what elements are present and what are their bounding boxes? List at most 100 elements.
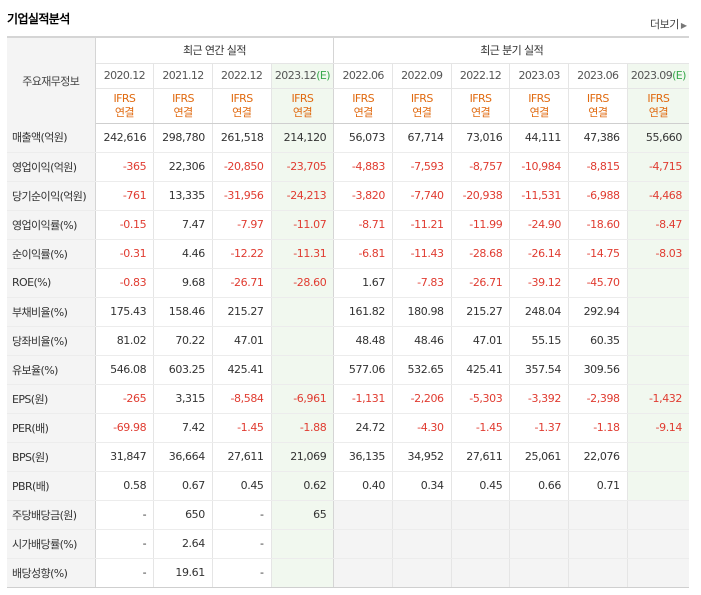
value-cell: 47.01 bbox=[212, 326, 272, 356]
empty-cell bbox=[568, 499, 628, 530]
value-cell: 242,616 bbox=[95, 123, 155, 153]
value-cell: 21,069 bbox=[271, 442, 335, 472]
empty-cell bbox=[392, 499, 452, 530]
row-label: 당좌비율(%) bbox=[7, 326, 96, 356]
value-cell bbox=[627, 471, 689, 501]
value-cell: 27,611 bbox=[451, 442, 511, 472]
value-cell: -31,956 bbox=[212, 181, 272, 211]
ifrs-basis-label: IFRS 연결 bbox=[509, 88, 569, 124]
value-cell: - bbox=[95, 529, 155, 559]
table-row: PBR(배) 0.58 0.67 0.45 0.62 0.40 0.34 0.45 0.66 0.… bbox=[7, 471, 689, 501]
value-cell: -8,815 bbox=[568, 152, 628, 182]
header-period-row: 2020.12 2021.12 2022.12 2023.12(E) 2022.06 20… bbox=[7, 63, 689, 89]
row-label: 부채비율(%) bbox=[7, 296, 96, 327]
period-header: 2022.12 bbox=[212, 63, 272, 89]
period-header: 2023.09(E) bbox=[627, 63, 689, 89]
value-cell: 22,306 bbox=[153, 152, 213, 182]
more-label: 더보기 bbox=[650, 18, 679, 31]
ifrs-basis-label: IFRS 연결 bbox=[212, 88, 272, 124]
empty-cell bbox=[627, 529, 689, 559]
value-cell: -26.14 bbox=[509, 239, 569, 269]
table-row: PER(배) -69.98 7.42 -1.45 -1.88 24.72 -4.30 -1.4… bbox=[7, 413, 689, 443]
ifrs-basis-label: IFRS 연결 bbox=[392, 88, 452, 124]
table-row: 배당성향(%) -19.61- bbox=[7, 558, 689, 588]
empty-cell bbox=[333, 558, 393, 588]
value-cell: 425.41 bbox=[451, 355, 511, 385]
value-cell: 0.66 bbox=[509, 471, 569, 501]
value-cell bbox=[627, 355, 689, 385]
empty-cell bbox=[451, 529, 511, 559]
value-cell: 60.35 bbox=[568, 326, 628, 356]
table-row: 당기순이익(억원) -761 13,335 -31,956 -24,213 -3,820-… bbox=[7, 181, 689, 211]
value-cell: -11,531 bbox=[509, 181, 569, 211]
row-label: 유보율(%) bbox=[7, 355, 96, 385]
value-cell: 0.71 bbox=[568, 471, 628, 501]
value-cell: -23,705 bbox=[271, 152, 335, 182]
value-cell: -1,131 bbox=[333, 383, 393, 414]
ifrs-basis-label: IFRS 연결 bbox=[627, 88, 689, 124]
value-cell: 261,518 bbox=[212, 123, 272, 153]
value-cell: -18.60 bbox=[568, 209, 628, 240]
table-row: 부채비율(%) 175.43 158.46 215.27 161.82 180.98 215… bbox=[7, 296, 689, 327]
value-cell: -69.98 bbox=[95, 413, 155, 443]
value-cell: -28.68 bbox=[451, 239, 511, 269]
value-cell: 81.02 bbox=[95, 326, 155, 356]
value-cell: 532.65 bbox=[392, 355, 452, 385]
value-cell bbox=[627, 268, 689, 298]
value-cell: 603.25 bbox=[153, 355, 213, 385]
value-cell: -4,715 bbox=[627, 152, 689, 182]
value-cell: -11.21 bbox=[392, 209, 452, 240]
value-cell: -20,938 bbox=[451, 181, 511, 211]
value-cell: 180.98 bbox=[392, 296, 452, 327]
empty-cell bbox=[627, 558, 689, 588]
value-cell: 7.47 bbox=[153, 209, 213, 240]
value-cell bbox=[627, 296, 689, 327]
ifrs-basis-label: IFRS 연결 bbox=[568, 88, 628, 124]
empty-cell bbox=[333, 499, 393, 530]
value-cell: 248.04 bbox=[509, 296, 569, 327]
value-cell: 357.54 bbox=[509, 355, 569, 385]
row-label: 영업이익률(%) bbox=[7, 209, 96, 240]
value-cell: 70.22 bbox=[153, 326, 213, 356]
value-cell: 175.43 bbox=[95, 296, 155, 327]
value-cell: 2.64 bbox=[153, 529, 213, 559]
value-cell: 161.82 bbox=[333, 296, 393, 327]
empty-cell bbox=[509, 558, 569, 588]
financial-summary-table: 주요재무정보 최근 연간 실적 최근 분기 실적 2020.12 2021.12 2022… bbox=[7, 38, 689, 588]
value-cell: -0.15 bbox=[95, 209, 155, 240]
table-row: EPS(원) -265 3,315 -8,584 -6,961 -1,131 -2,206-… bbox=[7, 383, 689, 414]
empty-cell bbox=[333, 529, 393, 559]
row-label: 주당배당금(원) bbox=[7, 499, 96, 530]
value-cell: 292.94 bbox=[568, 296, 628, 327]
empty-cell bbox=[509, 529, 569, 559]
value-cell bbox=[627, 326, 689, 356]
value-cell: -0.83 bbox=[95, 268, 155, 298]
value-cell: 55,660 bbox=[627, 123, 689, 153]
value-cell: 34,952 bbox=[392, 442, 452, 472]
table-row: 매출액(억원) 242,616 298,780 261,518 214,120 56,07… bbox=[7, 123, 689, 153]
ifrs-basis-label: IFRS 연결 bbox=[271, 88, 335, 124]
value-cell: 0.40 bbox=[333, 471, 393, 501]
table-row: 시가배당률(%) -2.64- bbox=[7, 529, 689, 559]
value-cell: 0.45 bbox=[451, 471, 511, 501]
value-cell: 47,386 bbox=[568, 123, 628, 153]
value-cell: 13,335 bbox=[153, 181, 213, 211]
value-cell: 56,073 bbox=[333, 123, 393, 153]
period-header: 2020.12 bbox=[95, 63, 155, 89]
period-header: 2022.09 bbox=[392, 63, 452, 89]
value-cell: -1.45 bbox=[451, 413, 511, 443]
value-cell: -9.14 bbox=[627, 413, 689, 443]
value-cell: -11.99 bbox=[451, 209, 511, 240]
value-cell: 36,664 bbox=[153, 442, 213, 472]
row-label: 배당성향(%) bbox=[7, 558, 96, 588]
table-row: 당좌비율(%) 81.02 70.22 47.01 48.48 48.46 47.01 55.… bbox=[7, 326, 689, 356]
value-cell: -26.71 bbox=[212, 268, 272, 298]
value-cell: - bbox=[95, 499, 155, 530]
empty-cell bbox=[392, 529, 452, 559]
row-label: 시가배당률(%) bbox=[7, 529, 96, 559]
value-cell: -1.45 bbox=[212, 413, 272, 443]
ifrs-basis-label: IFRS 연결 bbox=[153, 88, 213, 124]
more-link[interactable]: 더보기 ▶ bbox=[650, 16, 687, 32]
value-cell: -8.47 bbox=[627, 209, 689, 240]
row-label: 매출액(억원) bbox=[7, 123, 96, 153]
